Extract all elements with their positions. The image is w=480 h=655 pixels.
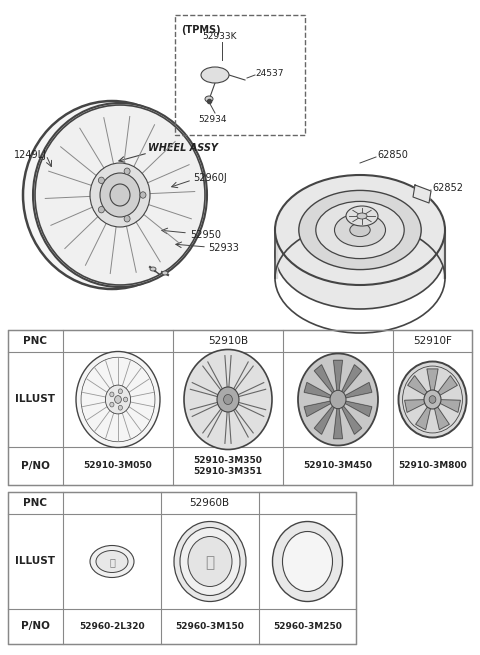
Ellipse shape	[357, 213, 367, 219]
Text: 1249LJ: 1249LJ	[14, 150, 47, 160]
Ellipse shape	[180, 527, 240, 595]
Polygon shape	[314, 405, 335, 434]
Text: P/NO: P/NO	[21, 461, 50, 471]
Bar	[8, 492, 356, 644]
Ellipse shape	[298, 354, 378, 445]
Ellipse shape	[33, 103, 207, 287]
Ellipse shape	[110, 392, 114, 397]
Polygon shape	[427, 369, 438, 391]
Text: (TPMS): (TPMS)	[181, 25, 221, 35]
Text: 52910-3M800: 52910-3M800	[398, 462, 467, 470]
Ellipse shape	[398, 362, 467, 438]
Polygon shape	[408, 375, 428, 396]
Text: 24537: 24537	[255, 69, 284, 77]
Ellipse shape	[124, 168, 130, 174]
Polygon shape	[334, 407, 342, 439]
Bar	[8, 330, 472, 485]
Ellipse shape	[424, 390, 441, 409]
Polygon shape	[416, 406, 431, 430]
Ellipse shape	[273, 521, 343, 601]
Polygon shape	[304, 383, 332, 398]
Ellipse shape	[217, 387, 239, 412]
Ellipse shape	[174, 521, 246, 601]
Ellipse shape	[150, 267, 156, 271]
Polygon shape	[345, 383, 372, 398]
Text: PNC: PNC	[24, 336, 48, 346]
Ellipse shape	[106, 385, 131, 414]
Text: Ⓗ: Ⓗ	[205, 555, 215, 570]
Polygon shape	[439, 400, 460, 413]
Ellipse shape	[110, 402, 114, 407]
Ellipse shape	[123, 397, 128, 402]
Ellipse shape	[346, 206, 378, 226]
Text: 52950: 52950	[190, 230, 221, 240]
Ellipse shape	[90, 546, 134, 578]
Ellipse shape	[98, 206, 104, 213]
Ellipse shape	[162, 271, 168, 275]
Text: Ⓗ: Ⓗ	[109, 557, 115, 567]
Text: 52910-3M450: 52910-3M450	[303, 462, 372, 470]
Ellipse shape	[188, 536, 232, 586]
Ellipse shape	[201, 67, 229, 83]
Polygon shape	[405, 400, 426, 413]
Ellipse shape	[90, 163, 150, 227]
Text: 52910B: 52910B	[208, 336, 248, 346]
Ellipse shape	[140, 192, 146, 198]
Text: 52910-3M350
52910-3M351: 52910-3M350 52910-3M351	[193, 457, 263, 476]
Ellipse shape	[115, 396, 121, 403]
Text: WHEEL ASSY: WHEEL ASSY	[148, 143, 218, 153]
Ellipse shape	[118, 405, 122, 410]
Text: ILLUST: ILLUST	[15, 557, 56, 567]
Polygon shape	[275, 230, 277, 278]
Ellipse shape	[98, 177, 104, 183]
Ellipse shape	[96, 550, 128, 572]
Polygon shape	[437, 375, 457, 396]
Ellipse shape	[100, 173, 140, 217]
Ellipse shape	[429, 396, 436, 403]
Ellipse shape	[350, 223, 370, 236]
Polygon shape	[413, 185, 431, 203]
Text: 52933: 52933	[208, 243, 239, 253]
Text: PNC: PNC	[24, 498, 48, 508]
Polygon shape	[345, 401, 372, 417]
Polygon shape	[304, 401, 332, 417]
Ellipse shape	[299, 191, 421, 270]
Text: 52960B: 52960B	[190, 498, 229, 508]
Polygon shape	[341, 405, 361, 434]
Text: 62852: 62852	[432, 183, 463, 193]
Text: 52960-3M150: 52960-3M150	[176, 622, 244, 631]
Ellipse shape	[35, 105, 205, 285]
Ellipse shape	[124, 215, 130, 222]
Ellipse shape	[224, 394, 232, 405]
Ellipse shape	[275, 175, 445, 285]
Text: 52960J: 52960J	[193, 173, 227, 183]
Text: ILLUST: ILLUST	[15, 394, 56, 405]
Text: 52960-3M250: 52960-3M250	[273, 622, 342, 631]
Polygon shape	[314, 365, 335, 394]
Polygon shape	[434, 406, 449, 430]
Ellipse shape	[23, 101, 201, 289]
Ellipse shape	[335, 214, 385, 246]
Text: P/NO: P/NO	[21, 622, 50, 631]
Ellipse shape	[110, 184, 130, 206]
Text: 52933K: 52933K	[203, 32, 237, 41]
Ellipse shape	[275, 199, 445, 309]
Ellipse shape	[76, 352, 160, 447]
Ellipse shape	[283, 531, 333, 591]
Ellipse shape	[330, 390, 346, 409]
Ellipse shape	[118, 389, 122, 394]
Text: 52934: 52934	[199, 115, 227, 124]
Polygon shape	[443, 230, 445, 278]
Text: 52910F: 52910F	[413, 336, 452, 346]
Ellipse shape	[316, 201, 404, 259]
Ellipse shape	[184, 350, 272, 449]
Text: 62850: 62850	[377, 150, 408, 160]
Polygon shape	[341, 365, 361, 394]
Polygon shape	[334, 360, 342, 391]
Text: 52910-3M050: 52910-3M050	[84, 462, 152, 470]
Ellipse shape	[205, 96, 213, 102]
Text: 52960-2L320: 52960-2L320	[79, 622, 145, 631]
